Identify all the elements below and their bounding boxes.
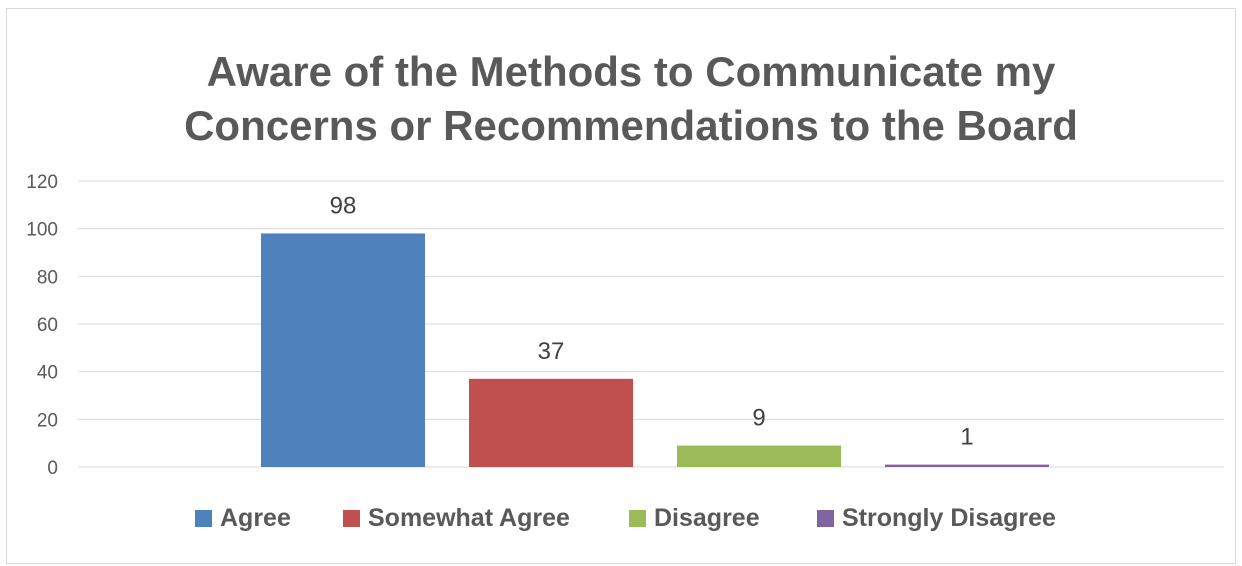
legend-swatch <box>343 510 360 527</box>
bar-disagree <box>677 445 841 467</box>
y-tick-label: 80 <box>37 267 58 288</box>
legend-swatch <box>817 510 834 527</box>
legend-swatch <box>195 510 212 527</box>
data-label: 1 <box>960 424 973 451</box>
bar-agree <box>261 233 425 467</box>
data-label: 9 <box>752 405 765 432</box>
legend-swatch <box>629 510 646 527</box>
bar-somewhat-agree <box>469 378 633 467</box>
y-axis-ticks: 0 20 40 60 80 100 120 <box>26 172 58 479</box>
y-tick-label: 60 <box>37 315 58 336</box>
legend: Agree Somewhat Agree Disagree Strongly Disa… <box>195 504 1056 532</box>
gridlines <box>78 180 1224 468</box>
y-tick-label: 120 <box>26 172 58 193</box>
legend-label: Agree <box>220 504 291 532</box>
chart-title-line-2: Concerns or Recommendations to the Board <box>184 102 1078 149</box>
legend-label: Somewhat Agree <box>368 504 570 532</box>
data-label: 98 <box>330 192 357 219</box>
y-tick-label: 0 <box>47 458 58 479</box>
legend-label: Disagree <box>654 504 760 532</box>
data-label: 37 <box>538 338 565 365</box>
chart-frame <box>6 8 1236 564</box>
bar-strongly-disagree <box>885 464 1049 467</box>
chart-title-line-1: Aware of the Methods to Communicate my <box>207 48 1056 95</box>
y-tick-label: 100 <box>26 220 58 241</box>
y-tick-label: 20 <box>37 410 58 431</box>
y-tick-label: 40 <box>37 363 58 384</box>
bars <box>261 233 1049 467</box>
legend-label: Strongly Disagree <box>842 504 1056 532</box>
data-labels: 98 37 9 1 <box>330 192 974 450</box>
